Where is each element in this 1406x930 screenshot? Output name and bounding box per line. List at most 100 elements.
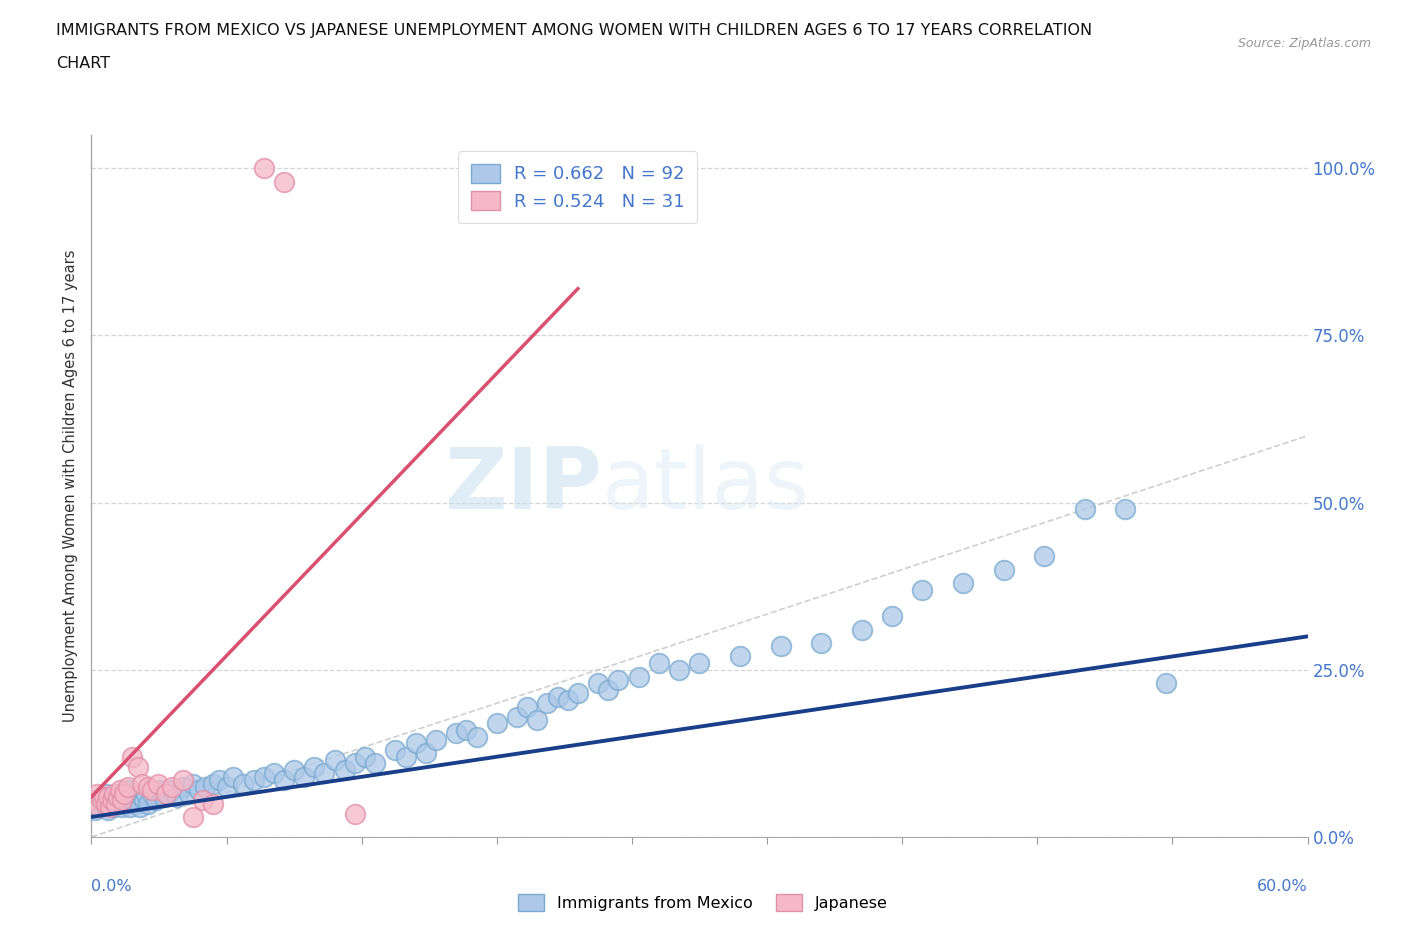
Point <box>536 696 558 711</box>
Point <box>810 635 832 650</box>
Point <box>127 786 149 801</box>
Text: CHART: CHART <box>56 56 110 71</box>
Point <box>112 786 135 801</box>
Point <box>187 783 209 798</box>
Point <box>112 790 135 804</box>
Point <box>343 806 366 821</box>
Point <box>232 776 254 790</box>
Point <box>84 792 107 807</box>
Point <box>131 776 153 790</box>
Legend: Immigrants from Mexico, Japanese: Immigrants from Mexico, Japanese <box>512 887 894 917</box>
Point <box>273 773 295 788</box>
Point <box>157 786 180 801</box>
Point <box>121 792 143 807</box>
Point <box>166 790 188 804</box>
Point <box>202 796 225 811</box>
Point <box>94 796 117 811</box>
Point <box>343 756 366 771</box>
Point <box>415 746 437 761</box>
Point <box>1033 549 1056 564</box>
Point <box>384 743 406 758</box>
Point <box>127 759 149 774</box>
Text: 0.0%: 0.0% <box>91 879 132 894</box>
Point <box>115 796 138 811</box>
Point <box>181 776 204 790</box>
Point <box>94 786 117 801</box>
Point <box>586 676 609 691</box>
Point <box>153 790 176 804</box>
Point <box>354 750 377 764</box>
Point <box>394 750 416 764</box>
Point <box>405 736 427 751</box>
Point <box>456 723 478 737</box>
Point <box>194 779 217 794</box>
Point <box>107 790 129 804</box>
Point <box>141 786 163 801</box>
Point <box>111 792 134 807</box>
Point <box>253 769 276 784</box>
Point <box>177 786 200 801</box>
Point <box>162 779 184 794</box>
Point <box>323 752 346 767</box>
Point <box>598 683 620 698</box>
Point <box>557 693 579 708</box>
Point <box>98 792 121 807</box>
Point <box>263 766 285 781</box>
Point <box>118 800 141 815</box>
Point <box>129 800 152 815</box>
Point <box>425 733 447 748</box>
Point <box>567 685 589 700</box>
Point <box>86 792 108 807</box>
Point <box>84 803 107 817</box>
Point <box>688 656 710 671</box>
Point <box>202 776 225 790</box>
Point <box>242 773 264 788</box>
Point <box>880 609 903 624</box>
Point <box>145 792 167 807</box>
Point <box>132 792 155 807</box>
Point <box>217 779 239 794</box>
Point <box>121 750 143 764</box>
Point <box>90 790 112 804</box>
Y-axis label: Unemployment Among Women with Children Ages 6 to 17 years: Unemployment Among Women with Children A… <box>63 249 79 723</box>
Point <box>607 672 630 687</box>
Text: Source: ZipAtlas.com: Source: ZipAtlas.com <box>1237 37 1371 50</box>
Point <box>668 662 690 677</box>
Point <box>769 639 792 654</box>
Point <box>993 562 1015 577</box>
Text: ZIP: ZIP <box>444 445 602 527</box>
Point <box>149 783 172 798</box>
Point <box>104 796 127 811</box>
Point <box>117 783 139 798</box>
Point <box>1154 676 1177 691</box>
Point <box>97 803 120 817</box>
Point <box>100 790 122 804</box>
Point <box>135 786 157 801</box>
Point <box>627 669 650 684</box>
Point <box>1073 502 1095 517</box>
Point <box>97 790 120 804</box>
Point <box>148 776 170 790</box>
Point <box>136 779 159 794</box>
Point <box>181 809 204 824</box>
Point <box>465 729 488 744</box>
Point <box>93 796 115 811</box>
Point <box>108 783 131 798</box>
Point <box>131 790 153 804</box>
Point <box>526 712 548 727</box>
Point <box>283 763 305 777</box>
Point <box>911 582 934 597</box>
Point <box>117 779 139 794</box>
Text: atlas: atlas <box>602 445 810 527</box>
Point <box>851 622 873 637</box>
Point <box>104 796 127 811</box>
Point <box>952 576 974 591</box>
Text: 60.0%: 60.0% <box>1257 879 1308 894</box>
Point <box>485 716 508 731</box>
Point <box>98 800 121 815</box>
Point <box>253 161 276 176</box>
Point <box>89 800 111 815</box>
Point <box>172 779 194 794</box>
Point <box>314 766 336 781</box>
Point <box>122 790 145 804</box>
